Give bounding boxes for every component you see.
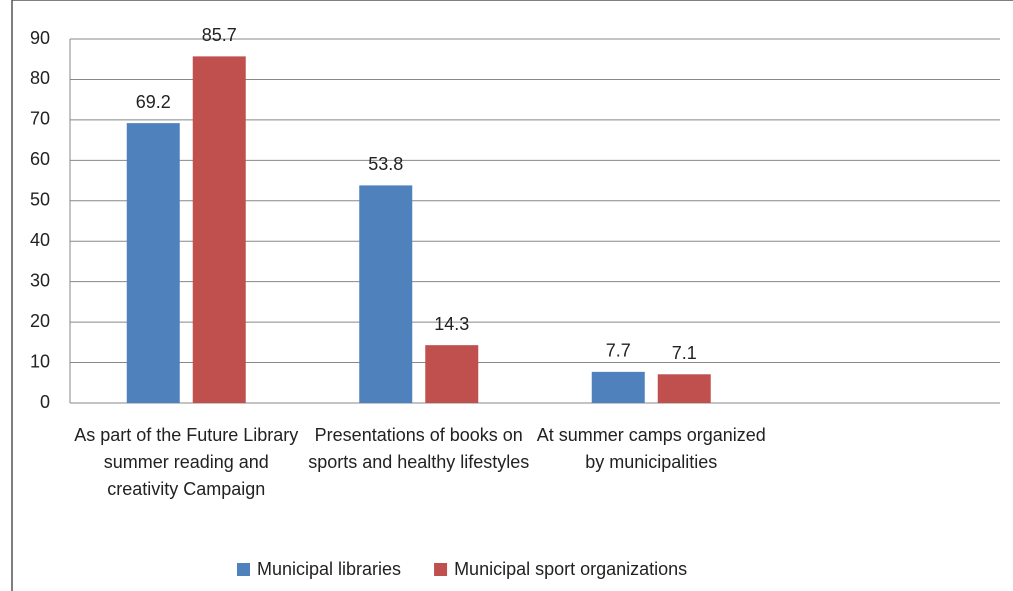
y-tick-label: 90 [30,28,50,48]
bar [591,371,645,403]
value-label: 7.1 [672,343,697,363]
y-tick-label: 40 [30,230,50,250]
value-label: 14.3 [434,314,469,334]
legend-label: Municipal sport organizations [454,559,687,579]
value-label: 85.7 [202,25,237,45]
legend-label: Municipal libraries [257,559,401,579]
x-tick-label: Presentations of books on sports and hea… [308,425,530,472]
value-label: 69.2 [136,92,171,112]
bar [192,56,246,403]
y-tick-label: 80 [30,68,50,88]
y-tick-label: 60 [30,149,50,169]
y-tick-label: 20 [30,311,50,331]
y-tick-label: 0 [40,392,50,412]
x-tick-label: At summer camps organized by municipalit… [536,425,766,472]
bar [657,374,711,403]
bar [359,185,413,403]
y-tick-label: 30 [30,270,50,290]
value-label: 53.8 [368,154,403,174]
y-tick-label: 70 [30,109,50,129]
value-label: 7.7 [606,341,631,361]
bar [126,123,180,403]
y-tick-label: 50 [30,190,50,210]
frame [11,0,1013,591]
legend-swatch [434,563,448,576]
bar [425,345,479,403]
legend-swatch [237,563,250,576]
y-tick-label: 10 [30,351,50,371]
x-tick-label: As part of the Future Library summer rea… [74,425,299,499]
